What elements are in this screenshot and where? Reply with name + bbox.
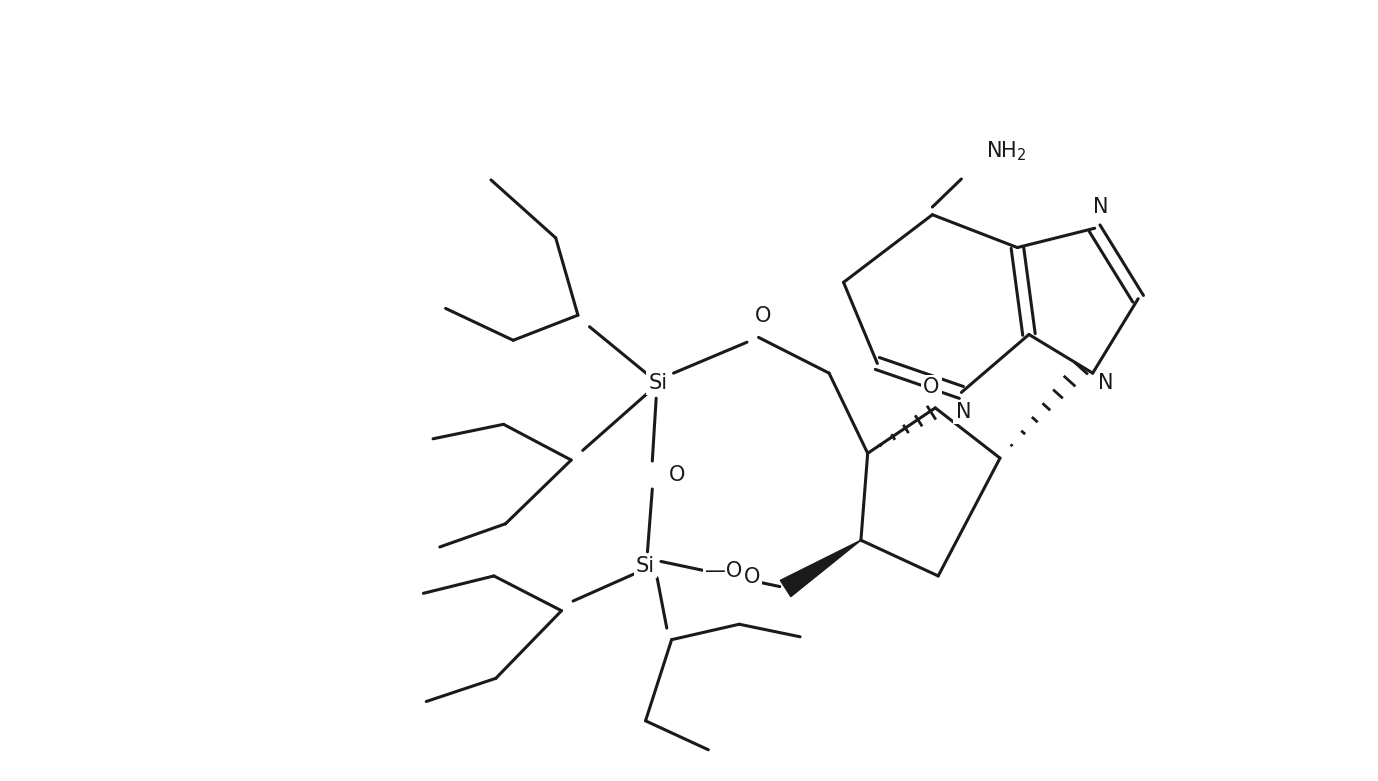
Polygon shape bbox=[780, 540, 861, 597]
Text: O: O bbox=[923, 376, 940, 397]
Text: N: N bbox=[955, 401, 971, 422]
Text: Si: Si bbox=[637, 556, 655, 576]
Text: O: O bbox=[670, 465, 686, 486]
Text: O: O bbox=[744, 567, 759, 587]
Text: NH$_2$: NH$_2$ bbox=[987, 139, 1027, 162]
Text: O: O bbox=[755, 306, 772, 326]
Text: N: N bbox=[1093, 197, 1108, 217]
Text: N: N bbox=[1098, 373, 1113, 393]
Text: Si: Si bbox=[649, 373, 668, 393]
Text: —O: —O bbox=[706, 561, 743, 581]
